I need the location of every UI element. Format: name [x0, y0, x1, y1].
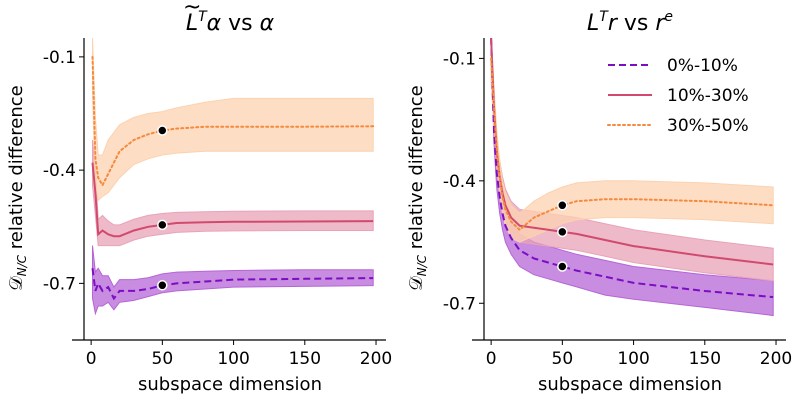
left-xtick-label: 200: [360, 349, 392, 369]
left-line-10-30: [91, 162, 374, 238]
left-xtick-label: 50: [152, 349, 174, 369]
left-marker-10-30: [157, 219, 168, 231]
left-marker-30-50: [157, 125, 168, 136]
left-markers: [157, 125, 168, 291]
left-bands: [92, 37, 374, 316]
right-markers: [557, 200, 568, 272]
left-band-10-30: [92, 139, 374, 247]
left-xtick-label: 0: [86, 349, 97, 369]
right-xtick-label: 150: [689, 349, 721, 369]
right-xtick-label: 0: [486, 349, 497, 369]
right-lines: [490, 37, 775, 299]
left-ytick-label: -0.4: [43, 161, 76, 181]
legend: 0%-10% 10%-30% 30%-50%: [607, 56, 749, 136]
right-line-0-10: [490, 37, 774, 299]
right-ytick-label: -0.4: [443, 172, 476, 192]
left-ylabel: 𝒟N/C relative difference: [6, 85, 29, 291]
right-xlabel: subspace dimension: [538, 374, 722, 395]
legend-label-0-10: 0%-10%: [667, 56, 738, 76]
left-ytick-label: -0.1: [43, 48, 76, 68]
left-title-tilde: ~: [183, 0, 201, 20]
legend-label-10-30: 10%-30%: [667, 86, 749, 106]
left-panel: LTα vs α ~ 0 50 100 150 200 -0.1 -0.4 -0.7 subs…: [6, 0, 392, 395]
right-ytick-label: -0.7: [443, 294, 476, 314]
legend-label-30-50: 30%-50%: [667, 116, 749, 136]
right-panel: LTr vs re 0 50 100 150 200 -0.1 -0.4 -0.7 subsp…: [406, 9, 792, 395]
right-ylabel: 𝒟N/C relative difference: [406, 85, 429, 291]
right-title: LTr vs re: [587, 9, 673, 36]
left-ytick-label: -0.7: [43, 274, 76, 294]
right-xtick-label: 200: [760, 349, 792, 369]
left-band-30-50: [92, 37, 374, 202]
left-xtick-label: 150: [289, 349, 321, 369]
left-lines: [91, 55, 375, 301]
right-bands: [490, 37, 774, 317]
right-marker-30-50: [557, 200, 568, 211]
right-xtick-label: 100: [617, 349, 649, 369]
left-axes: 0 50 100 150 200 -0.1 -0.4 -0.7: [43, 38, 392, 369]
right-axes: 0 50 100 150 200 -0.1 -0.4 -0.7: [443, 38, 792, 369]
right-xtick-label: 50: [552, 349, 574, 369]
left-xlabel: subspace dimension: [138, 374, 322, 395]
right-ytick-label: -0.1: [443, 49, 476, 69]
left-title: LTα vs α: [186, 9, 275, 36]
left-marker-0-10: [157, 280, 168, 291]
right-marker-10-30: [557, 226, 568, 238]
left-line-0-10: [91, 268, 374, 301]
left-line-30-50: [91, 55, 375, 188]
right-marker-0-10: [557, 261, 568, 272]
left-xtick-label: 100: [217, 349, 249, 369]
right-line-30-50: [490, 57, 775, 232]
